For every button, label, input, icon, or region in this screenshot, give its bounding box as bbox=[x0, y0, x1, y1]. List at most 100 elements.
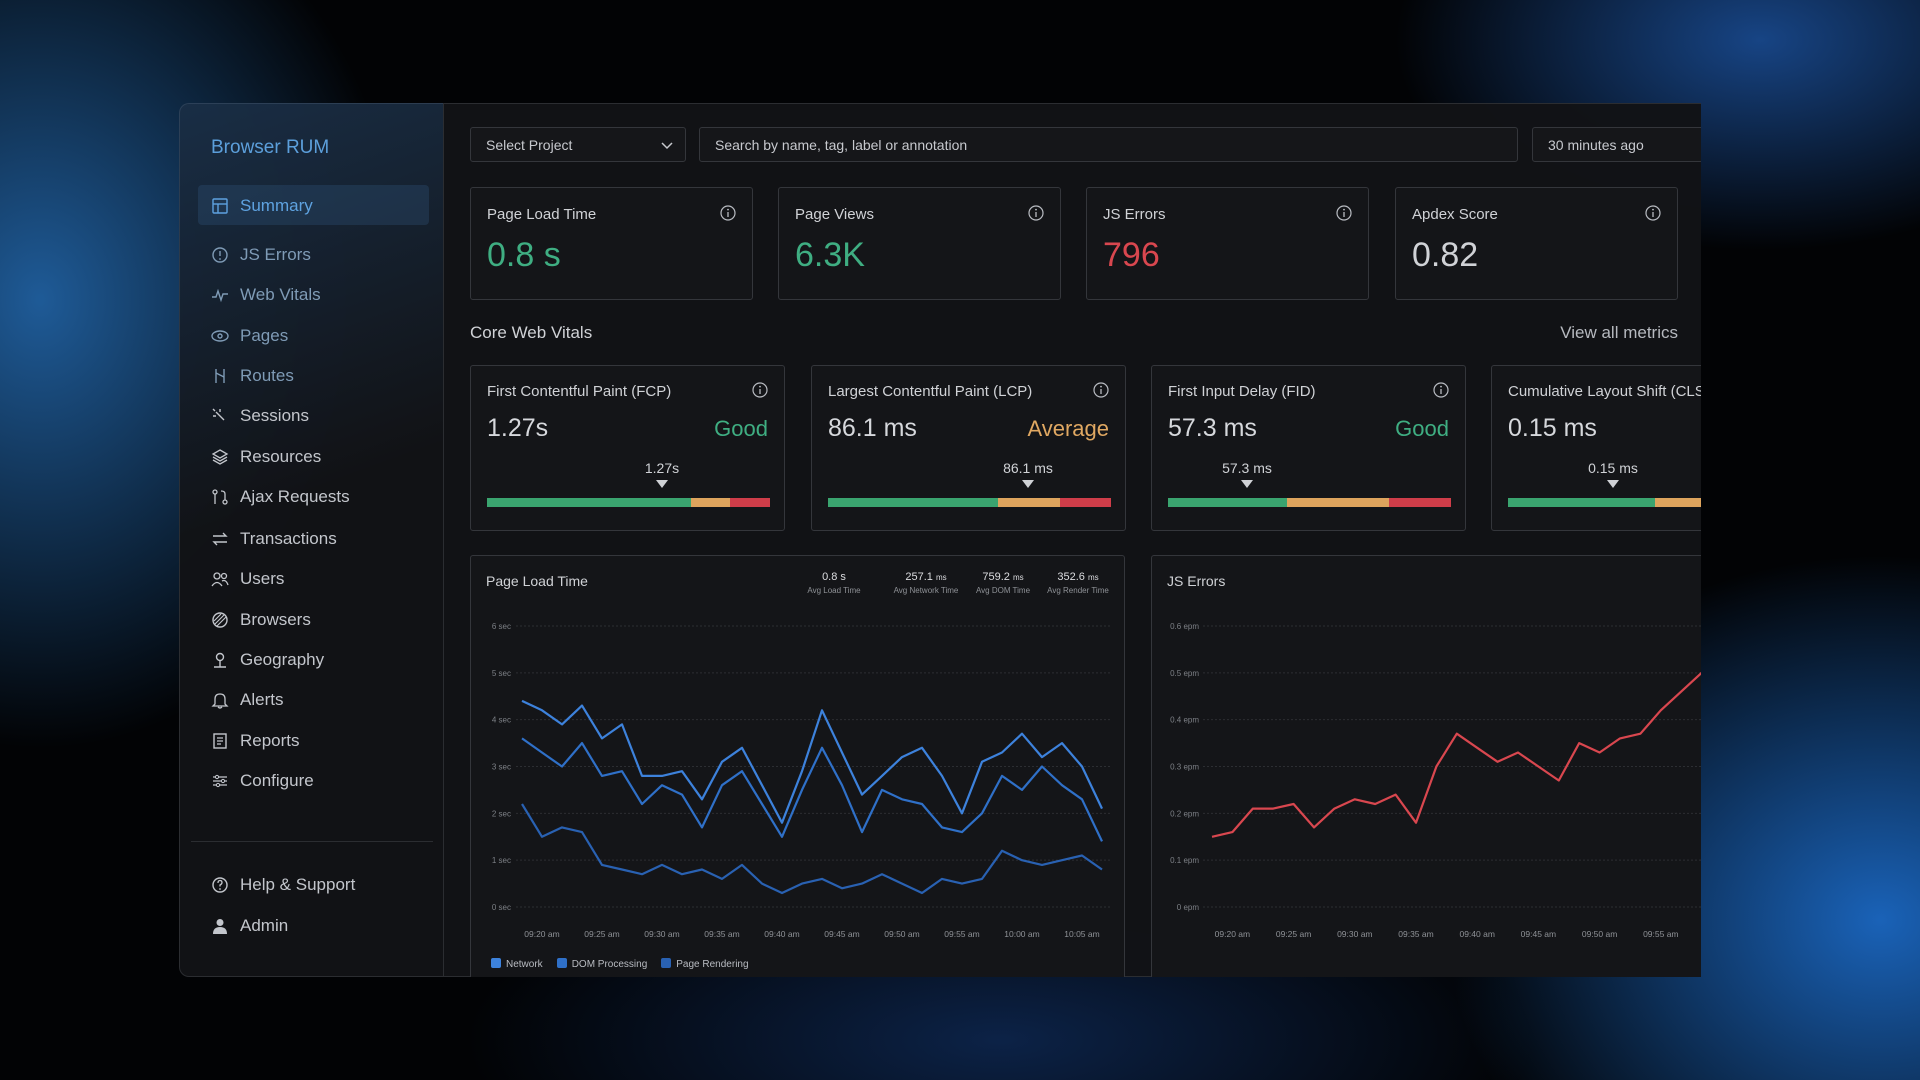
stat-value: 352.6 ms bbox=[1047, 571, 1109, 583]
x-tick-label: 09:25 am bbox=[1276, 929, 1311, 939]
data-line bbox=[1211, 671, 1701, 838]
legend-item: DOM Processing bbox=[556, 958, 648, 970]
search-input[interactable]: Search by name, tag, label or annotation bbox=[699, 127, 1518, 162]
x-tick-label: 09:55 am bbox=[1643, 929, 1678, 939]
x-tick-label: 09:55 am bbox=[944, 929, 979, 939]
nav-item[interactable]: Summary bbox=[211, 194, 313, 218]
nav-icon bbox=[212, 532, 228, 546]
nav-label: Admin bbox=[240, 916, 289, 935]
vital-gauge bbox=[1508, 498, 1701, 507]
x-tick-label: 09:30 am bbox=[644, 929, 679, 939]
nav-item[interactable]: Resources bbox=[211, 445, 321, 469]
nav-label: Browsers bbox=[240, 610, 311, 629]
y-tick-label: 0.2 epm bbox=[1170, 809, 1199, 818]
nav-item[interactable]: Web Vitals bbox=[211, 283, 321, 307]
x-tick-label: 09:35 am bbox=[1398, 929, 1433, 939]
legend-swatch bbox=[556, 958, 567, 968]
vital-card: Largest Contentful Paint (LCP) 86.1 ms A… bbox=[811, 365, 1126, 531]
nav-icon bbox=[214, 652, 226, 668]
kpi-value: 796 bbox=[1103, 236, 1160, 274]
chart-stat: 352.6 ms Avg Render Time bbox=[1047, 571, 1109, 595]
nav-item[interactable]: JS Errors bbox=[211, 243, 311, 267]
nav-item[interactable]: Admin bbox=[211, 914, 288, 938]
vital-marker-label: 1.27s bbox=[644, 460, 680, 476]
vital-value: 0.15 ms bbox=[1508, 414, 1597, 442]
nav-item[interactable]: Help & Support bbox=[211, 873, 355, 897]
info-icon[interactable] bbox=[1433, 382, 1449, 398]
chart-stat: 0.8 s Avg Load Time bbox=[807, 571, 860, 595]
info-icon[interactable] bbox=[720, 205, 736, 221]
x-tick-label: 09:25 am bbox=[584, 929, 619, 939]
vital-marker-label: 0.15 ms bbox=[1588, 460, 1638, 476]
nav-label: Reports bbox=[240, 731, 300, 750]
legend-item: Page Rendering bbox=[661, 958, 749, 970]
active-highlight bbox=[198, 185, 429, 225]
info-icon[interactable] bbox=[1028, 205, 1044, 221]
y-tick-label: 0 sec bbox=[492, 903, 511, 912]
nav-icon bbox=[213, 919, 227, 934]
nav-icon bbox=[212, 247, 228, 263]
nav-item[interactable]: Sessions bbox=[211, 404, 309, 428]
x-tick-label: 09:40 am bbox=[764, 929, 799, 939]
kpi-label: Page Load Time bbox=[487, 206, 597, 223]
nav-item[interactable]: Users bbox=[211, 567, 284, 591]
sidebar-border bbox=[443, 103, 444, 977]
gauge-poor bbox=[730, 498, 770, 507]
nav-item[interactable]: Routes bbox=[211, 364, 294, 388]
vital-gauge bbox=[487, 498, 770, 507]
nav-item[interactable]: Reports bbox=[211, 729, 300, 753]
gauge-average bbox=[1286, 498, 1389, 507]
project-select[interactable]: Select Project bbox=[470, 127, 686, 162]
nav-item[interactable]: Pages bbox=[211, 324, 288, 348]
y-tick-label: 6 sec bbox=[492, 622, 511, 631]
info-icon[interactable] bbox=[752, 382, 768, 398]
legend-label: Page Rendering bbox=[676, 959, 749, 970]
info-icon[interactable] bbox=[1093, 382, 1109, 398]
vital-marker-label: 57.3 ms bbox=[1222, 460, 1272, 476]
nav-item[interactable]: Alerts bbox=[211, 688, 283, 712]
nav-item[interactable]: Browsers bbox=[211, 608, 311, 632]
gauge-average bbox=[690, 498, 731, 507]
view-all-link[interactable]: View all metrics bbox=[1560, 323, 1678, 342]
nav-icon bbox=[213, 733, 227, 749]
legend-item: Network bbox=[491, 958, 543, 970]
vital-gauge bbox=[828, 498, 1111, 507]
chart-title: JS Errors bbox=[1167, 573, 1226, 589]
nav-item[interactable]: Ajax Requests bbox=[211, 485, 350, 509]
nav-icon bbox=[212, 877, 228, 893]
info-icon[interactable] bbox=[1645, 205, 1661, 221]
nav-item[interactable]: Configure bbox=[211, 769, 314, 793]
y-tick-label: 0.5 epm bbox=[1170, 669, 1199, 678]
vital-card: First Contentful Paint (FCP) 1.27s Good … bbox=[470, 365, 785, 531]
nav-icon bbox=[213, 774, 227, 788]
stat-number: 0.8 s bbox=[822, 571, 846, 583]
time-range-label: 30 minutes ago bbox=[1548, 136, 1644, 153]
kpi-value: 6.3K bbox=[795, 236, 865, 274]
x-tick-label: 09:30 am bbox=[1337, 929, 1372, 939]
chart-title: Page Load Time bbox=[486, 573, 588, 589]
y-tick-label: 5 sec bbox=[492, 669, 511, 678]
nav-label: Geography bbox=[240, 650, 325, 669]
vital-card: Cumulative Layout Shift (CLS) 0.15 ms 0.… bbox=[1491, 365, 1701, 531]
y-tick-label: 0 epm bbox=[1177, 903, 1200, 912]
data-line bbox=[521, 699, 1103, 824]
charts-layer: 0 sec 1 sec 2 sec 3 sec 4 sec 5 sec 6 sec 09:20… bbox=[492, 622, 1701, 939]
kpi-card: Apdex Score 0.82 bbox=[1395, 187, 1678, 300]
nav-item[interactable]: Geography bbox=[211, 648, 324, 672]
legend-label: DOM Processing bbox=[571, 959, 648, 970]
y-tick-label: 3 sec bbox=[492, 763, 511, 772]
nav-icon bbox=[212, 489, 228, 505]
y-tick-label: 0.4 epm bbox=[1170, 716, 1199, 725]
info-icon[interactable] bbox=[1336, 205, 1352, 221]
kpi-card: Page Load Time 0.8 s bbox=[470, 187, 753, 300]
stat-unit: ms bbox=[1087, 573, 1099, 582]
y-tick-label: 1 sec bbox=[492, 856, 511, 865]
time-range[interactable]: 30 minutes ago bbox=[1532, 127, 1701, 162]
nav-icon bbox=[212, 612, 228, 628]
vital-marker bbox=[1241, 480, 1253, 488]
gauge-good bbox=[1508, 498, 1656, 507]
nav-item[interactable]: Transactions bbox=[211, 527, 337, 551]
stat-number: 352.6 bbox=[1057, 571, 1085, 583]
stat-number: 257.1 bbox=[905, 571, 933, 583]
